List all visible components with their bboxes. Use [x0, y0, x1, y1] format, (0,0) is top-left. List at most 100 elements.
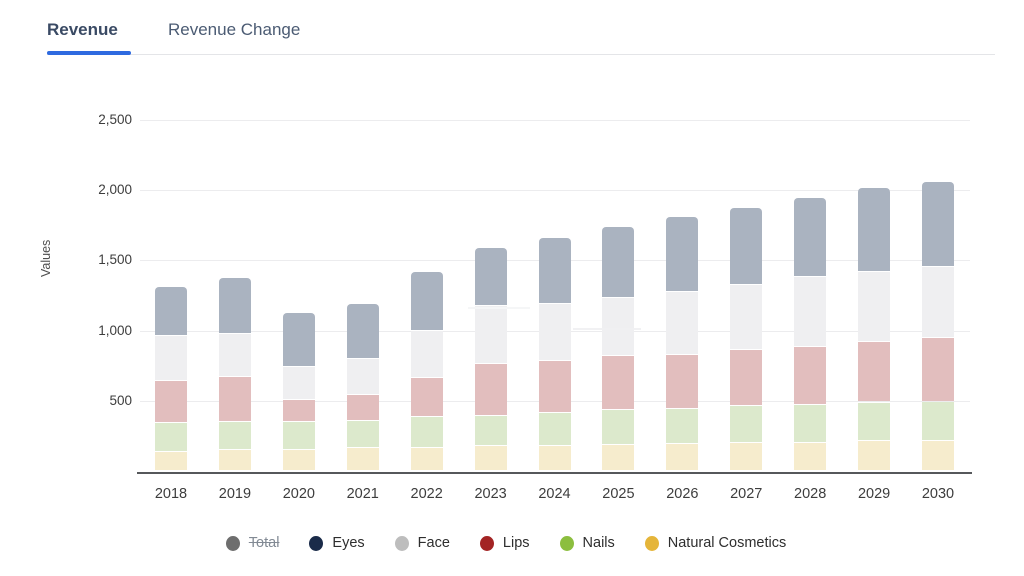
bar-segment-face-2027[interactable] — [730, 284, 763, 349]
legend-item-eyes[interactable]: Eyes — [309, 535, 365, 551]
bar-segment-eyes-2028[interactable] — [794, 198, 827, 277]
x-tick-label-2020: 2020 — [282, 486, 315, 502]
bar-segment-natural-cosmetics-2024[interactable] — [538, 446, 571, 471]
legend-item-natural-cosmetics[interactable]: Natural Cosmetics — [644, 535, 787, 551]
bar-segment-natural-cosmetics-2020[interactable] — [282, 449, 315, 471]
bar-segment-eyes-2018[interactable] — [155, 287, 187, 336]
bar-segment-lips-2027[interactable] — [730, 349, 763, 406]
x-axis-line — [137, 471, 972, 474]
bar-segment-nails-2022[interactable] — [410, 417, 443, 447]
bar-segment-natural-cosmetics-2027[interactable] — [730, 443, 763, 471]
bar-segment-nails-2028[interactable] — [794, 405, 827, 442]
bar-segment-natural-cosmetics-2025[interactable] — [602, 444, 635, 471]
bar-segment-lips-2018[interactable] — [155, 381, 187, 422]
bar-segment-face-2021[interactable] — [346, 358, 379, 395]
bar-segment-lips-2021[interactable] — [346, 395, 379, 420]
bar-segment-eyes-2019[interactable] — [218, 277, 251, 333]
bar-segment-eyes-2023[interactable] — [474, 247, 507, 306]
bar-segment-face-2024[interactable] — [538, 303, 571, 360]
legend-label: Nails — [582, 535, 615, 551]
legend-item-lips[interactable]: Lips — [479, 535, 530, 551]
bar-segment-nails-2027[interactable] — [730, 406, 763, 443]
bar-segment-eyes-2024[interactable] — [538, 238, 571, 303]
bar-segment-lips-2024[interactable] — [538, 360, 571, 413]
bar-segment-lips-2019[interactable] — [218, 377, 251, 421]
bar-segment-face-2030[interactable] — [922, 266, 954, 338]
bar-segment-eyes-2025[interactable] — [602, 227, 635, 298]
bar-segment-eyes-2021[interactable] — [346, 303, 379, 358]
tab-revenue[interactable]: Revenue — [47, 20, 118, 39]
bar-segment-natural-cosmetics-2018[interactable] — [155, 451, 187, 471]
y-tick-label: 1,000 — [98, 322, 132, 338]
bar-segment-face-2023[interactable] — [474, 306, 507, 364]
bar-segment-nails-2024[interactable] — [538, 413, 571, 446]
bar-segment-natural-cosmetics-2022[interactable] — [410, 447, 443, 471]
bar-segment-nails-2020[interactable] — [282, 421, 315, 449]
bar-segment-lips-2025[interactable] — [602, 356, 635, 409]
legend-item-face[interactable]: Face — [394, 535, 450, 551]
x-tick-label-2026: 2026 — [666, 486, 699, 502]
legend-dot-icon — [309, 535, 324, 551]
bar-segment-face-2029[interactable] — [858, 272, 891, 341]
legend-dot-icon — [479, 535, 494, 551]
bar-segment-face-2018[interactable] — [155, 336, 187, 381]
bar-segment-lips-2029[interactable] — [858, 341, 891, 402]
bar-segment-lips-2022[interactable] — [410, 377, 443, 417]
x-tick-label-2025: 2025 — [602, 486, 635, 502]
bar-segment-nails-2026[interactable] — [666, 408, 699, 444]
bar-segment-natural-cosmetics-2019[interactable] — [218, 450, 251, 471]
tab-revenue-change[interactable]: Revenue Change — [168, 20, 301, 39]
bar-segment-eyes-2020[interactable] — [282, 313, 315, 366]
bar-segment-natural-cosmetics-2023[interactable] — [474, 446, 507, 471]
gridline-2500 — [140, 119, 970, 121]
bar-segment-nails-2019[interactable] — [218, 421, 251, 450]
legend-label: Face — [417, 535, 450, 551]
bar-segment-eyes-2022[interactable] — [410, 271, 443, 331]
legend-item-nails[interactable]: Nails — [559, 535, 615, 551]
y-tick-label: 2,500 — [98, 111, 132, 127]
bar-segment-face-2020[interactable] — [282, 366, 315, 399]
legend-label: Eyes — [332, 535, 365, 551]
ghost-line-artifact — [573, 328, 641, 330]
bar-segment-nails-2023[interactable] — [474, 415, 507, 446]
bar-segment-lips-2020[interactable] — [282, 399, 315, 421]
y-tick-label: 1,500 — [98, 252, 132, 268]
bar-segment-lips-2026[interactable] — [666, 354, 699, 408]
x-tick-label-2027: 2027 — [730, 486, 763, 502]
bar-segment-lips-2028[interactable] — [794, 346, 827, 405]
bar-segment-eyes-2029[interactable] — [858, 188, 891, 272]
x-tick-label-2029: 2029 — [857, 486, 891, 502]
bar-segment-nails-2025[interactable] — [602, 409, 635, 444]
y-tick-label: 2,000 — [98, 181, 132, 197]
gridline-2000 — [140, 189, 970, 191]
legend-item-total[interactable]: Total — [225, 535, 279, 551]
x-tick-label-2018: 2018 — [154, 486, 188, 502]
bar-segment-natural-cosmetics-2030[interactable] — [922, 440, 954, 471]
legend-dot-icon — [225, 535, 240, 551]
chart-legend: Total Eyes Face Lips Nails Natural Cosmetics — [0, 535, 1012, 551]
bar-segment-natural-cosmetics-2021[interactable] — [346, 448, 379, 471]
bar-segment-eyes-2027[interactable] — [730, 207, 763, 284]
bar-segment-eyes-2026[interactable] — [666, 217, 699, 291]
bar-segment-natural-cosmetics-2028[interactable] — [794, 442, 827, 471]
bar-segment-face-2022[interactable] — [410, 331, 443, 377]
bar-segment-face-2028[interactable] — [794, 277, 827, 346]
ghost-line-artifact — [468, 307, 530, 309]
bar-segment-nails-2018[interactable] — [155, 422, 187, 451]
bar-segment-eyes-2030[interactable] — [922, 182, 954, 266]
bar-segment-face-2025[interactable] — [602, 298, 635, 356]
bar-segment-face-2026[interactable] — [666, 291, 699, 354]
bar-segment-lips-2030[interactable] — [922, 338, 954, 401]
bar-segment-face-2019[interactable] — [218, 333, 251, 377]
bar-segment-natural-cosmetics-2026[interactable] — [666, 444, 699, 471]
bar-segment-nails-2030[interactable] — [922, 401, 954, 440]
x-tick-label-2030: 2030 — [921, 486, 955, 502]
legend-label: Natural Cosmetics — [667, 535, 787, 551]
x-tick-label-2024: 2024 — [538, 486, 571, 502]
bar-segment-lips-2023[interactable] — [474, 364, 507, 415]
bar-segment-nails-2021[interactable] — [346, 420, 379, 448]
bar-segment-nails-2029[interactable] — [858, 402, 891, 441]
bar-segment-natural-cosmetics-2029[interactable] — [858, 441, 891, 471]
x-tick-label-2019: 2019 — [218, 486, 252, 502]
